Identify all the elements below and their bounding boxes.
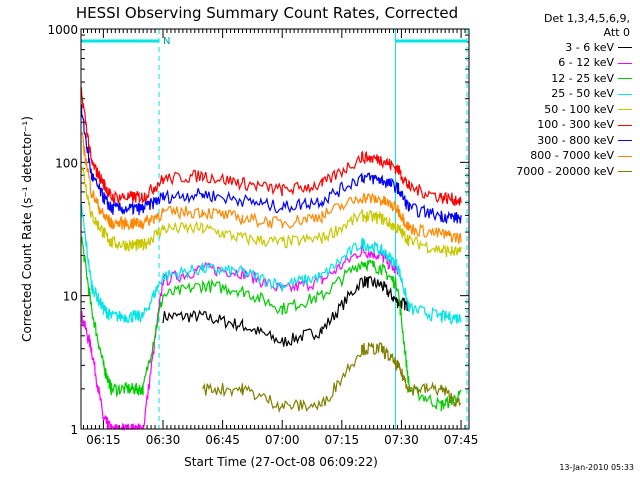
legend-item-2: 12 - 25 keV — [476, 71, 636, 87]
legend-swatch — [618, 109, 632, 111]
legend-swatch — [618, 78, 632, 80]
legend-swatch — [618, 155, 632, 157]
plot-layer: 1 10 100 1000 06:15 06:30 06:45 07:00 07:15 07:30… — [47, 23, 478, 447]
legend-label: 100 - 300 keV — [537, 118, 614, 132]
legend-item-6: 300 - 800 keV — [476, 133, 636, 149]
legend-label: 3 - 6 keV — [565, 40, 614, 54]
legend-header-detectors: Det 1,3,4,5,6,9, — [543, 12, 630, 25]
legend-swatch — [618, 93, 632, 95]
legend-swatch — [618, 140, 632, 142]
y-tick-label-100: 100 — [55, 156, 78, 170]
series-line-5 — [80, 87, 462, 206]
footer-timestamp: 13-Jan-2010 05:33 — [559, 463, 634, 472]
legend-swatch — [618, 171, 632, 173]
series-line-8 — [202, 341, 462, 414]
series-line-4 — [80, 166, 462, 257]
x-tick-label-0645: 06:45 — [205, 433, 240, 447]
legend-label: 12 - 25 keV — [551, 71, 614, 85]
legend-item-1: 6 - 12 keV — [476, 56, 636, 72]
y-tick-label-1000: 1000 — [47, 23, 78, 37]
legend-rows: 3 - 6 keV 6 - 12 keV 12 - 25 keV 25 - 50 ke… — [476, 40, 636, 180]
legend-header-attenuator: Att 0 — [603, 26, 630, 39]
x-tick-label-0615: 06:15 — [86, 433, 121, 447]
chart-title: HESSI Observing Summary Count Rates, Cor… — [76, 4, 458, 22]
x-tick-label-0715: 07:15 — [325, 433, 360, 447]
series-line-0 — [162, 275, 410, 347]
legend-label: 800 - 7000 keV — [530, 149, 614, 163]
series-line-3 — [80, 201, 462, 325]
x-tick-label-0745: 07:45 — [444, 433, 479, 447]
series-line-7 — [81, 132, 462, 244]
legend-item-5: 100 - 300 keV — [476, 118, 636, 134]
x-axis-label: Start Time (27-Oct-08 06:09:22) — [184, 455, 378, 469]
annotation-n: N — [163, 36, 170, 47]
legend-label: 6 - 12 keV — [558, 56, 614, 70]
plot-frame — [80, 28, 470, 430]
legend-swatch — [618, 62, 632, 64]
legend-label: 300 - 800 keV — [537, 133, 614, 147]
legend: Det 1,3,4,5,6,9, Att 0 3 - 6 keV 6 - 12 k… — [476, 12, 636, 180]
legend-swatch — [618, 47, 632, 49]
legend-item-3: 25 - 50 keV — [476, 87, 636, 103]
series-line-1 — [80, 243, 399, 432]
y-axis-label: Corrected Count Rate (s⁻¹ detector⁻¹) — [20, 116, 34, 342]
legend-label: 50 - 100 keV — [544, 102, 614, 116]
legend-item-4: 50 - 100 keV — [476, 102, 636, 118]
series-line-6 — [80, 104, 462, 225]
legend-item-0: 3 - 6 keV — [476, 40, 636, 56]
x-tick-label-0630: 06:30 — [146, 433, 181, 447]
legend-swatch — [618, 124, 632, 126]
x-tick-label-0730: 07:30 — [384, 433, 419, 447]
legend-item-8: 7000 - 20000 keV — [476, 164, 636, 180]
legend-label: 25 - 50 keV — [551, 87, 614, 101]
x-tick-label-0700: 07:00 — [265, 433, 300, 447]
y-tick-label-10: 10 — [63, 290, 78, 304]
series-line-2 — [80, 236, 462, 412]
legend-item-7: 800 - 7000 keV — [476, 149, 636, 165]
legend-label: 7000 - 20000 keV — [516, 164, 614, 178]
y-tick-label-1: 1 — [70, 423, 78, 437]
